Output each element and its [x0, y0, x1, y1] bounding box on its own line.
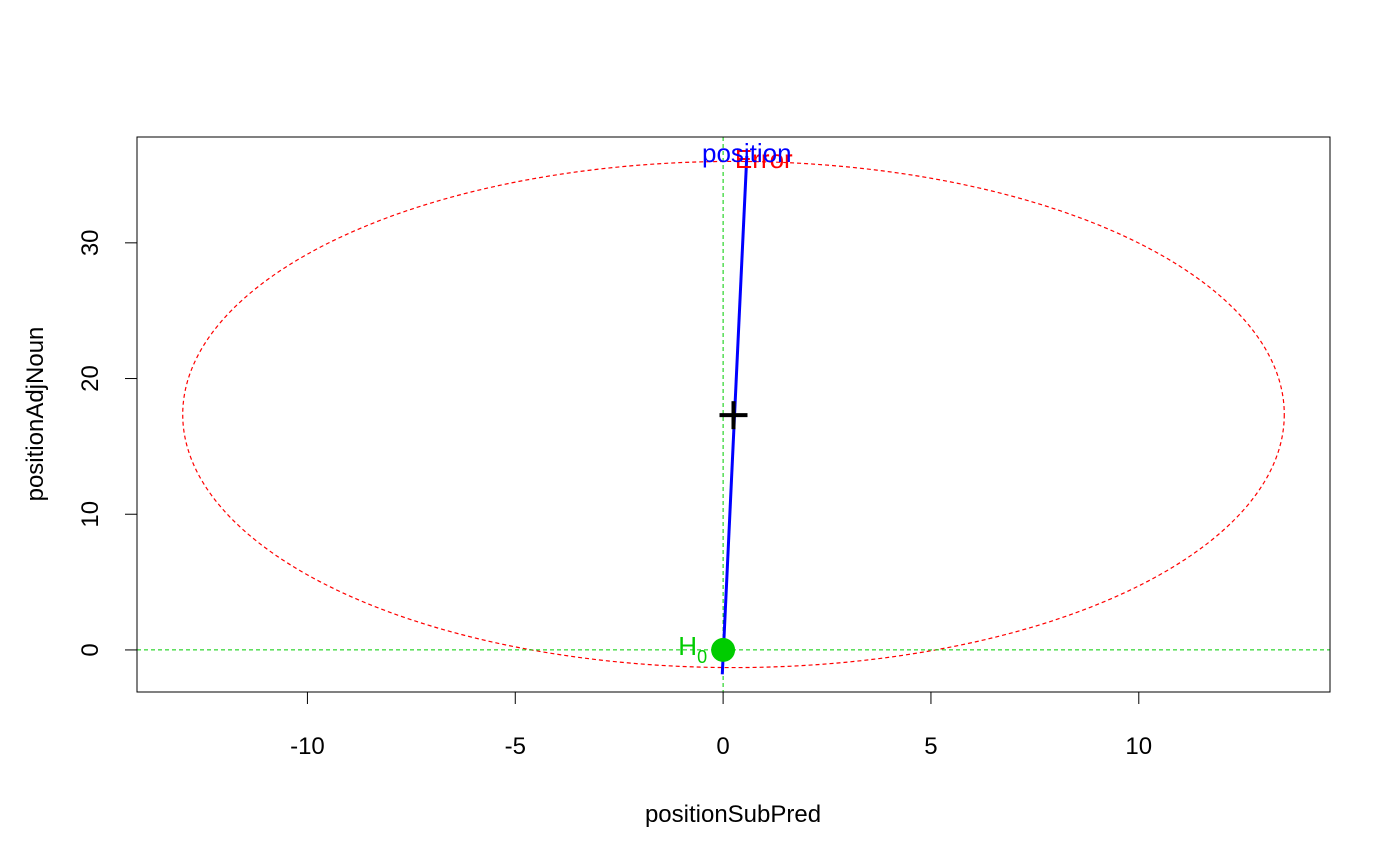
- marker-layer: [711, 401, 748, 662]
- h0-label-text: H: [678, 631, 697, 661]
- h0-label: H0: [678, 631, 707, 667]
- x-tick-label: -5: [505, 733, 526, 760]
- x-tick-label: 10: [1125, 733, 1152, 760]
- h0-point: [711, 637, 736, 662]
- y-axis-title: positionAdjNoun: [22, 327, 49, 502]
- x-axis: -10 -5 0 5 10: [290, 691, 1152, 760]
- x-axis-title: positionSubPred: [645, 801, 821, 828]
- x-tick-label: 0: [716, 733, 729, 760]
- y-tick-label: 30: [77, 229, 104, 256]
- ellipse-layer: [182, 160, 1285, 669]
- y-axis: 0 10 20 30: [77, 229, 138, 657]
- error-ellipse: [182, 160, 1285, 669]
- y-tick-label: 10: [77, 501, 104, 528]
- h0-label-subscript: 0: [697, 647, 707, 667]
- error-ellipse-label: Error: [735, 144, 793, 174]
- y-tick-label: 0: [77, 643, 104, 656]
- hypothesis-vector-label: position: [702, 138, 792, 168]
- y-tick-label: 20: [77, 365, 104, 392]
- x-tick-label: -10: [290, 733, 325, 760]
- x-tick-label: 5: [924, 733, 937, 760]
- label-layer: Error position H0: [678, 138, 793, 667]
